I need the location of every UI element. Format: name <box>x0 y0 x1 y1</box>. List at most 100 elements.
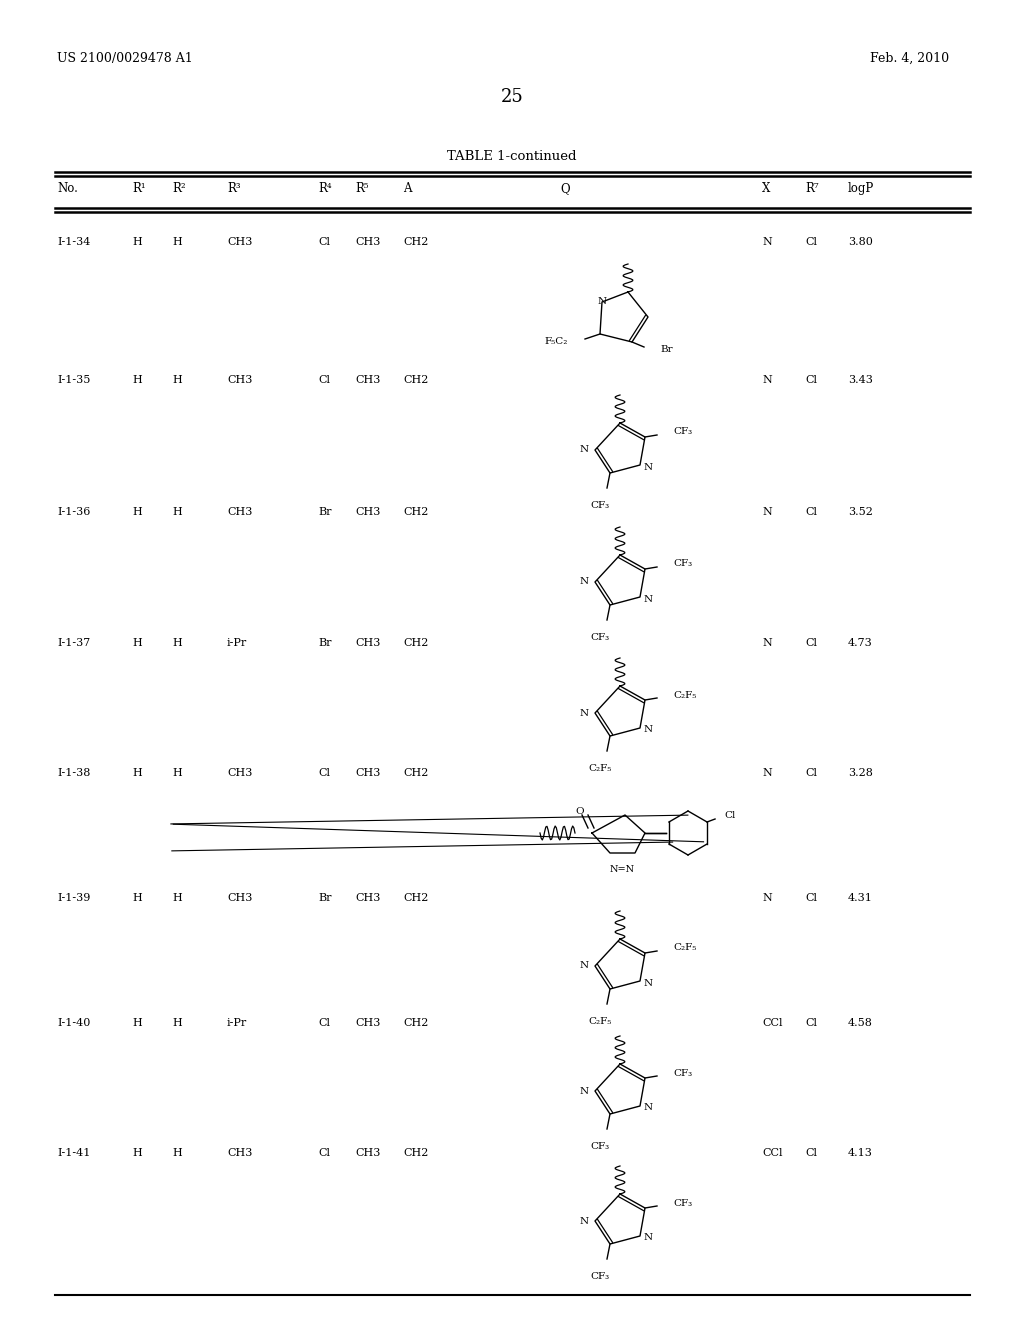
Text: CH3: CH3 <box>355 1018 380 1028</box>
Text: No.: No. <box>57 182 78 195</box>
Text: Cl: Cl <box>805 1018 817 1028</box>
Text: CH3: CH3 <box>227 507 252 517</box>
Text: H: H <box>132 375 141 385</box>
Text: 25: 25 <box>501 88 523 106</box>
Text: Cl: Cl <box>805 507 817 517</box>
Text: H: H <box>172 507 181 517</box>
Text: N: N <box>580 1086 589 1096</box>
Text: CH2: CH2 <box>403 238 428 247</box>
Text: CH3: CH3 <box>227 768 252 777</box>
Text: CF₃: CF₃ <box>591 1142 609 1151</box>
Text: CH2: CH2 <box>403 375 428 385</box>
Text: CF₃: CF₃ <box>591 502 609 510</box>
Text: N: N <box>644 978 653 987</box>
Text: CH2: CH2 <box>403 507 428 517</box>
Text: 4.13: 4.13 <box>848 1148 872 1158</box>
Text: N: N <box>644 726 653 734</box>
Text: CH3: CH3 <box>355 894 380 903</box>
Text: Cl: Cl <box>805 1148 817 1158</box>
Text: 3.52: 3.52 <box>848 507 872 517</box>
Text: H: H <box>172 375 181 385</box>
Text: CH2: CH2 <box>403 1018 428 1028</box>
Text: 4.31: 4.31 <box>848 894 872 903</box>
Text: 4.58: 4.58 <box>848 1018 872 1028</box>
Text: H: H <box>132 768 141 777</box>
Text: CH3: CH3 <box>227 375 252 385</box>
Text: C₂F₅: C₂F₅ <box>589 1016 611 1026</box>
Text: N: N <box>644 462 653 471</box>
Text: I-1-38: I-1-38 <box>57 768 90 777</box>
Text: N: N <box>597 297 606 306</box>
Text: TABLE 1-continued: TABLE 1-continued <box>447 150 577 162</box>
Text: Cl: Cl <box>805 638 817 648</box>
Text: CH2: CH2 <box>403 638 428 648</box>
Text: R⁴: R⁴ <box>318 182 332 195</box>
Text: 3.43: 3.43 <box>848 375 872 385</box>
Text: N: N <box>762 375 772 385</box>
Text: N: N <box>762 768 772 777</box>
Text: F₅C₂: F₅C₂ <box>545 338 568 346</box>
Text: 3.80: 3.80 <box>848 238 872 247</box>
Text: CH3: CH3 <box>355 507 380 517</box>
Text: CF₃: CF₃ <box>591 1272 609 1280</box>
Text: CF₃: CF₃ <box>673 428 692 437</box>
Text: H: H <box>172 1148 181 1158</box>
Text: Br: Br <box>318 894 332 903</box>
Text: N: N <box>762 238 772 247</box>
Text: H: H <box>132 894 141 903</box>
Text: R¹: R¹ <box>132 182 145 195</box>
Text: CF₃: CF₃ <box>673 560 692 569</box>
Text: Cl: Cl <box>805 375 817 385</box>
Text: N: N <box>644 1233 653 1242</box>
Text: X: X <box>762 182 770 195</box>
Text: H: H <box>132 1018 141 1028</box>
Text: Cl: Cl <box>318 1018 330 1028</box>
Text: N: N <box>644 594 653 603</box>
Text: N: N <box>580 578 589 586</box>
Text: R⁷: R⁷ <box>805 182 818 195</box>
Text: H: H <box>172 238 181 247</box>
Text: I-1-37: I-1-37 <box>57 638 90 648</box>
Text: Q: Q <box>560 182 569 195</box>
Text: N: N <box>644 1104 653 1113</box>
Text: CCl: CCl <box>762 1018 782 1028</box>
Text: N: N <box>762 638 772 648</box>
Text: H: H <box>132 1148 141 1158</box>
Text: A: A <box>403 182 412 195</box>
Text: N: N <box>580 1217 589 1225</box>
Text: H: H <box>132 238 141 247</box>
Text: I-1-34: I-1-34 <box>57 238 90 247</box>
Text: N: N <box>762 507 772 517</box>
Text: Cl: Cl <box>318 238 330 247</box>
Text: Cl: Cl <box>805 238 817 247</box>
Text: Br: Br <box>318 507 332 517</box>
Text: CF₃: CF₃ <box>673 1068 692 1077</box>
Text: Br: Br <box>318 638 332 648</box>
Text: O: O <box>575 807 585 816</box>
Text: H: H <box>132 507 141 517</box>
Text: CF₃: CF₃ <box>673 1199 692 1208</box>
Text: R²: R² <box>172 182 185 195</box>
Text: H: H <box>172 638 181 648</box>
Text: N: N <box>580 709 589 718</box>
Text: CH3: CH3 <box>227 894 252 903</box>
Text: 4.73: 4.73 <box>848 638 872 648</box>
Text: N=N: N=N <box>610 865 635 874</box>
Text: US 2100/0029478 A1: US 2100/0029478 A1 <box>57 51 193 65</box>
Text: Br: Br <box>660 346 673 355</box>
Text: H: H <box>132 638 141 648</box>
Text: CH2: CH2 <box>403 894 428 903</box>
Text: Cl: Cl <box>318 375 330 385</box>
Text: R³: R³ <box>227 182 241 195</box>
Text: CH2: CH2 <box>403 1148 428 1158</box>
Text: I-1-41: I-1-41 <box>57 1148 90 1158</box>
Text: CH3: CH3 <box>355 638 380 648</box>
Text: H: H <box>172 768 181 777</box>
Text: CF₃: CF₃ <box>591 634 609 642</box>
Text: i-Pr: i-Pr <box>227 1018 247 1028</box>
Text: Cl: Cl <box>318 768 330 777</box>
Text: CH3: CH3 <box>227 238 252 247</box>
Text: Cl: Cl <box>805 768 817 777</box>
Text: I-1-39: I-1-39 <box>57 894 90 903</box>
Text: N: N <box>762 894 772 903</box>
